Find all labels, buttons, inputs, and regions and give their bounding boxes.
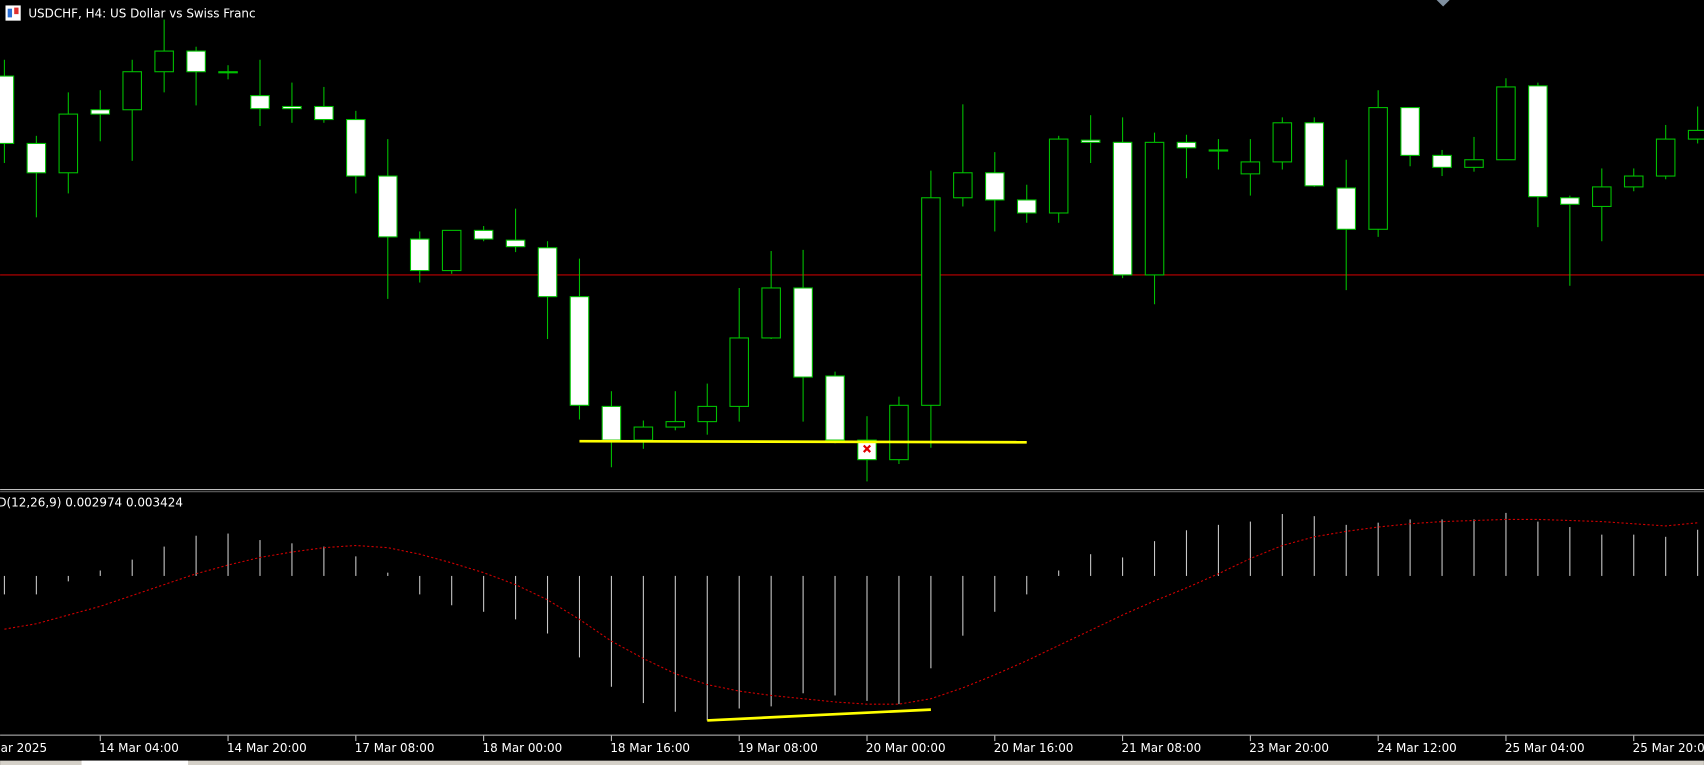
candle-body — [1464, 159, 1484, 168]
candle-body — [729, 337, 749, 407]
candle-body — [1240, 161, 1261, 175]
candle-body — [1560, 197, 1580, 205]
candle-body — [1400, 107, 1420, 156]
candle-body — [441, 229, 462, 272]
candle-body — [1048, 138, 1069, 214]
x-tick-label: 21 Mar 08:00 — [1121, 741, 1201, 755]
candle-body — [537, 247, 558, 298]
candle-body — [58, 113, 79, 174]
candle-body — [633, 426, 654, 441]
candle-body — [1528, 85, 1548, 198]
trendline — [579, 439, 1027, 444]
candle-body — [1655, 138, 1676, 177]
x-tick-label: 20 Mar 16:00 — [994, 741, 1074, 755]
candle-body — [1272, 122, 1293, 163]
candle-body — [1080, 139, 1101, 143]
candle-body — [1496, 86, 1516, 161]
candle-body — [1687, 129, 1704, 140]
candle-body — [250, 95, 270, 110]
candle-body — [953, 172, 973, 199]
candle-body — [1336, 187, 1356, 230]
candle-body — [282, 105, 302, 110]
candle-body — [154, 50, 174, 73]
signal-line — [4, 518, 1698, 705]
x-tick-label: 13 Mar 2025 — [0, 741, 47, 755]
candle-body — [985, 172, 1005, 201]
x-tick-label: 14 Mar 04:00 — [99, 741, 179, 755]
candle-body — [378, 175, 398, 238]
candle-body — [186, 50, 206, 73]
candle-body — [1432, 154, 1452, 168]
candle-body — [825, 375, 845, 441]
symbol-icon — [5, 5, 21, 21]
x-tick-label: 18 Mar 16:00 — [610, 741, 690, 755]
candle-body — [90, 109, 111, 115]
chart-title: USDCHF, H4: US Dollar vs Swiss Franc — [28, 7, 255, 21]
candle-body — [505, 239, 526, 248]
candle-body — [665, 421, 686, 428]
candle-body — [1368, 107, 1388, 230]
candle-body — [122, 71, 142, 111]
plot-layer: 13 Mar 2025 14 Mar 04:00 14 Mar 20:00 17 Ma… — [0, 19, 1704, 755]
candle-body — [921, 197, 941, 406]
candle-body — [1176, 141, 1197, 149]
x-tick-label: 24 Mar 12:00 — [1377, 741, 1457, 755]
candle-body — [697, 405, 718, 423]
candle-body — [793, 287, 813, 378]
x-tick-label: 18 Mar 00:00 — [483, 741, 563, 755]
candle-body — [218, 71, 238, 74]
candle-body — [473, 229, 494, 240]
x-tick-label: 17 Mar 08:00 — [355, 741, 435, 755]
x-tick-label: 23 Mar 20:00 — [1249, 741, 1329, 755]
tab[interactable] — [81, 760, 189, 765]
trendline — [707, 708, 931, 722]
cross-marker — [862, 444, 872, 453]
shift-marker — [1436, 0, 1450, 7]
candle-body — [1144, 141, 1165, 276]
candle-body — [1592, 186, 1612, 208]
candle-body — [601, 405, 622, 441]
candle-body — [409, 238, 430, 272]
candle-body — [346, 118, 366, 177]
candle-body — [1208, 149, 1229, 152]
candle-body — [889, 404, 909, 461]
candle-body — [26, 142, 47, 174]
candle-body — [569, 296, 590, 406]
candle-body — [1304, 122, 1325, 187]
candle-body — [314, 105, 334, 121]
x-tick-label: 19 Mar 08:00 — [738, 741, 818, 755]
x-tick-label: 25 Mar 04:00 — [1505, 741, 1585, 755]
tab-strip — [0, 760, 1704, 765]
candle-body — [0, 75, 15, 144]
x-tick-label: 20 Mar 00:00 — [866, 741, 946, 755]
x-tick-label: 25 Mar 20:00 — [1633, 741, 1704, 755]
candle-body — [1623, 175, 1644, 188]
candle-body — [761, 287, 781, 339]
macd-label: MACD(12,26,9) 0.002974 0.003424 — [0, 496, 183, 510]
candle-body — [1112, 141, 1133, 276]
candle-body — [1016, 199, 1037, 214]
x-tick-label: 14 Mar 20:00 — [227, 741, 307, 755]
